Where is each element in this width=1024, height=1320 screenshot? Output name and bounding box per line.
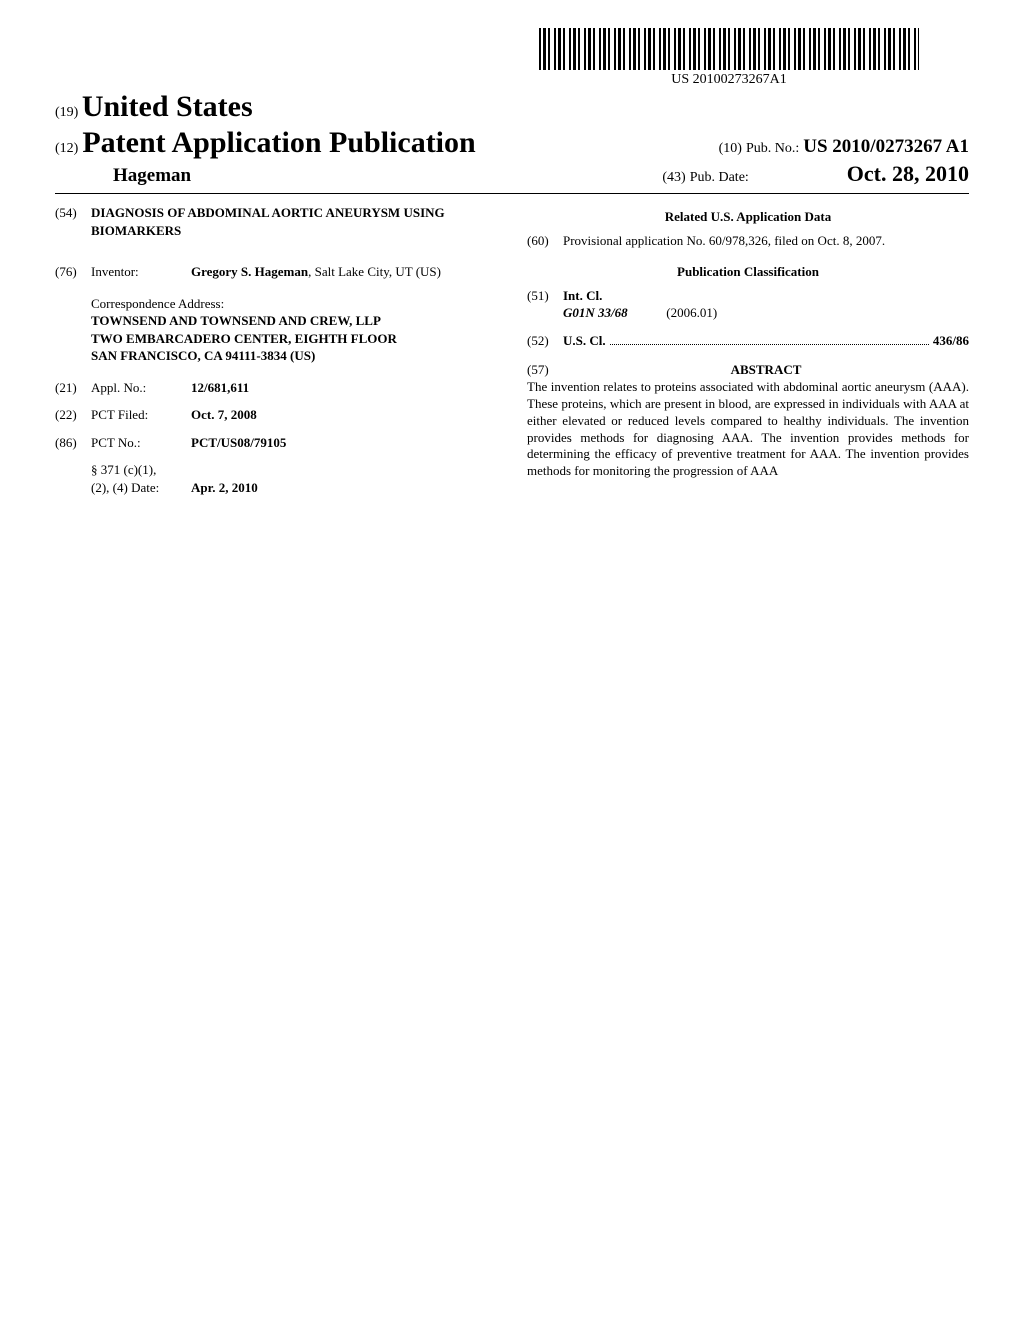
barcode-text: US 20100273267A1 <box>539 72 919 88</box>
inventor-label: Inventor: <box>91 263 191 281</box>
corr-line2: TWO EMBARCADERO CENTER, EIGHTH FLOOR <box>91 330 497 348</box>
abstract-heading: ABSTRACT <box>563 361 969 379</box>
code-76: (76) <box>55 263 91 281</box>
code-12: (12) <box>55 141 78 156</box>
intcl-year: (2006.01) <box>666 305 717 320</box>
appl-row: (21) Appl. No.: 12/681,611 <box>55 379 497 397</box>
code-21: (21) <box>55 379 91 397</box>
code-19: (19) <box>55 105 78 120</box>
code-10: (10) <box>719 141 742 156</box>
pub-left: (12) Patent Application Publication <box>55 126 476 160</box>
code-86: (86) <box>55 434 91 452</box>
sec-371-date: Apr. 2, 2010 <box>191 479 258 497</box>
related-heading: Related U.S. Application Data <box>527 208 969 226</box>
header-block: (19) United States (12) Patent Applicati… <box>55 90 969 194</box>
header-divider <box>55 193 969 194</box>
provisional-text: Provisional application No. 60/978,326, … <box>563 232 885 250</box>
pub-date-label: Pub. Date: <box>690 170 749 185</box>
pub-no-label: Pub. No.: <box>746 141 799 156</box>
patent-title: DIAGNOSIS OF ABDOMINAL AORTIC ANEURYSM U… <box>91 204 497 239</box>
corr-line3: SAN FRANCISCO, CA 94111-3834 (US) <box>91 347 497 365</box>
pub-right-no: (10) Pub. No.: US 2010/0273267 A1 <box>719 136 969 158</box>
author-name: Hageman <box>113 165 191 187</box>
inventor-loc: , Salt Lake City, UT (US) <box>308 264 441 279</box>
corr-label: Correspondence Address: <box>91 295 497 313</box>
barcode-graphic <box>539 28 919 70</box>
sec-371-block: § 371 (c)(1), (2), (4) Date: Apr. 2, 201… <box>91 461 497 496</box>
uscl-value: 436/86 <box>933 332 969 350</box>
corr-line1: TOWNSEND AND TOWNSEND AND CREW, LLP <box>91 312 497 330</box>
barcode-region: US 20100273267A1 <box>539 28 919 88</box>
title-row: (54) DIAGNOSIS OF ABDOMINAL AORTIC ANEUR… <box>55 204 497 253</box>
uscl-label: U.S. Cl. <box>563 332 606 350</box>
author-row: Hageman (43) Pub. Date: Oct. 28, 2010 <box>55 161 969 187</box>
code-43: (43) <box>662 170 685 185</box>
code-52: (52) <box>527 332 563 350</box>
code-22: (22) <box>55 406 91 424</box>
pct-no: PCT/US08/79105 <box>191 434 497 452</box>
uscl-row: (52) U.S. Cl. 436/86 <box>527 332 969 350</box>
appl-label: Appl. No.: <box>91 379 191 397</box>
sec-371-a: § 371 (c)(1), <box>91 461 497 479</box>
abstract-text: The invention relates to proteins associ… <box>527 379 969 480</box>
pct-filed-row: (22) PCT Filed: Oct. 7, 2008 <box>55 406 497 424</box>
pct-no-row: (86) PCT No.: PCT/US08/79105 <box>55 434 497 452</box>
country-line: (19) United States <box>55 90 969 124</box>
intcl-code: G01N 33/68 <box>563 304 663 322</box>
provisional-row: (60) Provisional application No. 60/978,… <box>527 232 969 250</box>
uscl-dots <box>610 344 929 345</box>
code-57: (57) <box>527 361 563 379</box>
correspondence-block: Correspondence Address: TOWNSEND AND TOW… <box>91 295 497 365</box>
pub-row: (12) Patent Application Publication (10)… <box>55 126 969 160</box>
pct-no-label: PCT No.: <box>91 434 191 452</box>
abstract-heading-row: (57) ABSTRACT <box>527 361 969 379</box>
pct-filed-label: PCT Filed: <box>91 406 191 424</box>
inventor-name: Gregory S. Hageman <box>191 264 308 279</box>
code-60: (60) <box>527 232 563 250</box>
inventor-row: (76) Inventor: Gregory S. Hageman, Salt … <box>55 263 497 281</box>
pub-date: Oct. 28, 2010 <box>847 161 969 186</box>
inventor-value: Gregory S. Hageman, Salt Lake City, UT (… <box>191 263 441 281</box>
pub-type: Patent Application Publication <box>82 126 475 159</box>
pub-no: US 2010/0273267 A1 <box>803 136 969 157</box>
left-column: (54) DIAGNOSIS OF ABDOMINAL AORTIC ANEUR… <box>55 204 497 497</box>
code-51: (51) <box>527 287 563 305</box>
pct-filed: Oct. 7, 2008 <box>191 406 497 424</box>
appl-no: 12/681,611 <box>191 379 497 397</box>
intcl-label: Int. Cl. <box>563 287 602 305</box>
intcl-block: (51) Int. Cl. G01N 33/68 (2006.01) <box>527 287 969 322</box>
sec-371-date-row: (2), (4) Date: Apr. 2, 2010 <box>91 479 497 497</box>
sec-371-b: (2), (4) Date: <box>91 479 191 497</box>
country-name: United States <box>82 90 253 123</box>
classification-heading: Publication Classification <box>527 263 969 281</box>
intcl-row: G01N 33/68 (2006.01) <box>563 304 969 322</box>
right-column: Related U.S. Application Data (60) Provi… <box>527 204 969 497</box>
code-54: (54) <box>55 204 91 253</box>
pub-date-block: (43) Pub. Date: Oct. 28, 2010 <box>662 161 969 187</box>
main-columns: (54) DIAGNOSIS OF ABDOMINAL AORTIC ANEUR… <box>55 204 969 497</box>
